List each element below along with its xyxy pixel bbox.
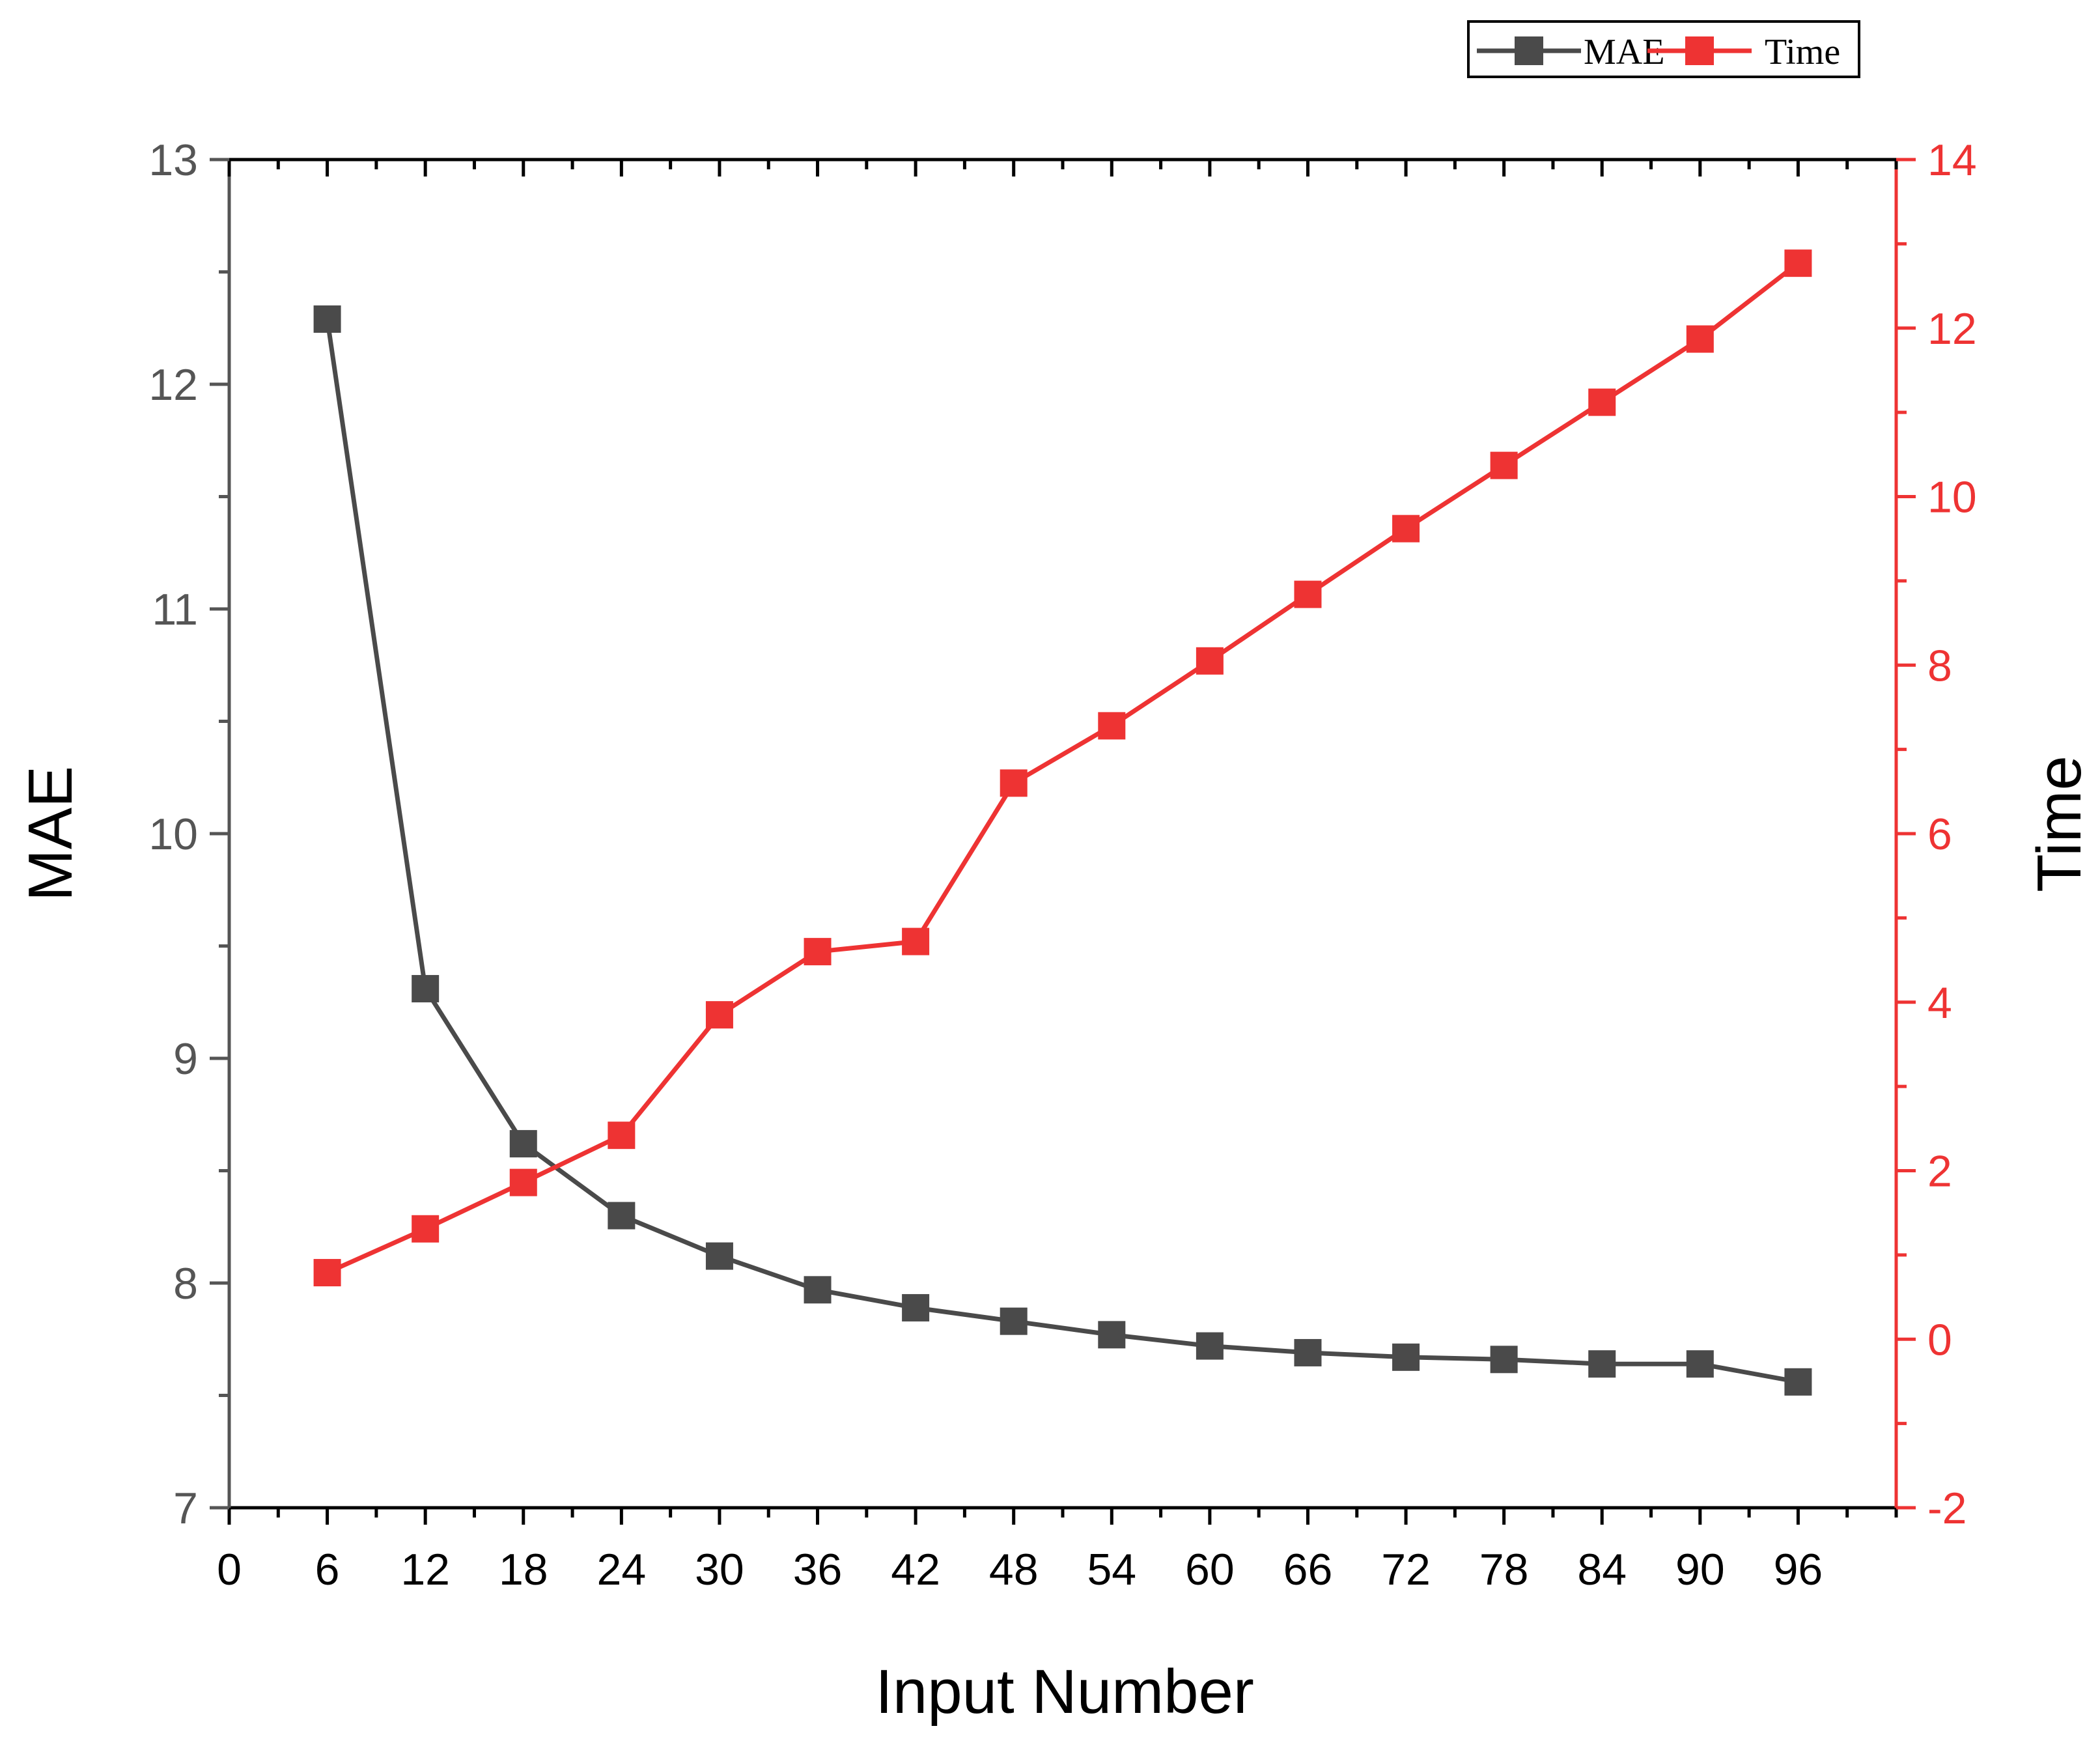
x-tick-label: 6 (315, 1545, 340, 1594)
data-point-mae (1196, 1332, 1224, 1360)
y-left-tick-label: 9 (173, 1034, 198, 1084)
y-axis-right: -2 0 2 4 6 8 10 12 14 (1896, 135, 1977, 1533)
data-point-mae (412, 975, 440, 1003)
y-left-tick-label: 10 (148, 810, 198, 859)
x-tick-label: 66 (1283, 1545, 1333, 1594)
y-right-tick-label: 2 (1927, 1147, 1952, 1196)
data-point-time (1000, 769, 1028, 797)
legend-marker-time (1685, 36, 1714, 65)
x-tick-label: 96 (1774, 1545, 1823, 1594)
data-point-time (412, 1215, 440, 1243)
x-tick-label: 0 (217, 1545, 242, 1594)
series-line-mae (325, 318, 1799, 1385)
data-point-time (608, 1122, 636, 1150)
data-point-mae (608, 1202, 636, 1230)
data-point-time (1392, 515, 1420, 543)
y-right-tick-label: 8 (1927, 641, 1952, 690)
y-right-tick-label: 12 (1927, 304, 1977, 354)
x-tick-label: 30 (695, 1545, 744, 1594)
x-axis: 0 6 12 18 24 30 36 42 48 54 60 66 72 78 84 90 96 (217, 160, 1898, 1594)
y-axis-left-title: MAE (16, 766, 85, 901)
y-right-tick-label: 10 (1927, 473, 1977, 522)
series-layer (313, 249, 1812, 1396)
x-tick-label: 54 (1087, 1545, 1136, 1594)
legend-label-time: Time (1765, 32, 1840, 72)
y-left-tick-label: 7 (173, 1484, 198, 1533)
x-tick-label: 90 (1675, 1545, 1725, 1594)
data-point-mae (1392, 1343, 1420, 1371)
data-point-mae (1000, 1307, 1028, 1335)
x-tick-label: 36 (793, 1545, 843, 1594)
data-point-time (509, 1168, 537, 1196)
data-point-mae (1588, 1350, 1616, 1378)
data-point-time (313, 1259, 341, 1287)
x-tick-label: 48 (989, 1545, 1039, 1594)
data-point-time (1686, 325, 1714, 353)
data-point-time (1784, 249, 1812, 277)
data-point-mae (1098, 1321, 1126, 1349)
data-point-time (1294, 580, 1322, 608)
series-line-time (326, 261, 1800, 1275)
legend-marker-mae (1515, 36, 1543, 65)
data-point-mae (1686, 1350, 1714, 1378)
x-axis-title: Input Number (875, 1657, 1254, 1727)
data-point-time (1196, 647, 1224, 675)
data-point-mae (902, 1293, 930, 1321)
y-right-tick-label: 0 (1927, 1315, 1952, 1364)
y-left-tick-label: 8 (173, 1259, 198, 1308)
data-point-mae (1490, 1346, 1518, 1374)
data-point-time (705, 1001, 733, 1029)
x-tick-label: 60 (1185, 1545, 1235, 1594)
data-point-mae (1784, 1368, 1812, 1396)
data-point-mae (705, 1242, 733, 1270)
x-tick-label: 24 (597, 1545, 647, 1594)
legend: MAE Time (1467, 20, 1860, 78)
y-right-tick-label: 14 (1927, 135, 1977, 185)
data-point-mae (804, 1276, 832, 1304)
data-point-time (1098, 712, 1126, 740)
data-point-mae (1294, 1338, 1322, 1366)
y-left-tick-label: 12 (148, 360, 198, 410)
y-axis-right-title: Time (2024, 756, 2094, 892)
y-right-tick-label: 6 (1927, 810, 1952, 859)
y-axis-left: 7 8 9 10 11 12 13 (148, 135, 229, 1533)
x-tick-label: 84 (1577, 1545, 1627, 1594)
x-tick-label: 72 (1381, 1545, 1431, 1594)
x-tick-label: 18 (499, 1545, 548, 1594)
y-right-tick-label: -2 (1927, 1484, 1967, 1533)
data-point-time (804, 938, 832, 966)
y-right-tick-label: 4 (1927, 978, 1952, 1028)
data-point-time (902, 927, 930, 955)
y-left-tick-label: 11 (152, 585, 198, 634)
y-left-tick-label: 13 (148, 135, 198, 185)
x-tick-label: 78 (1479, 1545, 1529, 1594)
x-tick-label: 42 (891, 1545, 940, 1594)
data-point-time (1588, 388, 1616, 416)
data-point-mae (509, 1130, 537, 1158)
data-point-time (1490, 451, 1518, 479)
x-tick-label: 12 (400, 1545, 450, 1594)
data-point-mae (313, 305, 341, 333)
plot-frame (227, 158, 1898, 1510)
